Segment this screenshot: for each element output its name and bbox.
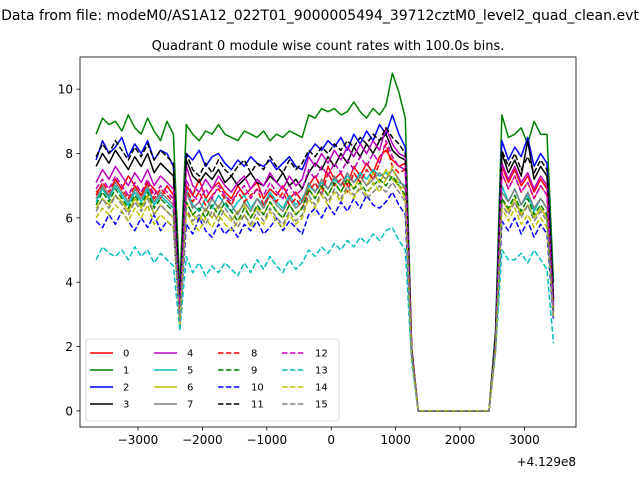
legend-label-15: 15 xyxy=(315,400,328,411)
legend-label-0: 0 xyxy=(123,349,129,360)
x-tick-label: 0 xyxy=(327,433,335,447)
x-offset-label: +4.129e8 xyxy=(517,455,576,469)
legend-label-12: 12 xyxy=(315,349,328,360)
y-tick-label: 4 xyxy=(65,276,73,290)
x-tick-label: 1000 xyxy=(380,433,411,447)
legend-label-8: 8 xyxy=(251,349,257,360)
x-axis: −3000 −2000 −1000 0 1000 2000 3000 xyxy=(118,427,540,447)
legend-label-10: 10 xyxy=(251,383,264,394)
y-tick-label: 2 xyxy=(65,340,73,354)
legend-label-4: 4 xyxy=(187,349,193,360)
x-tick-label: −3000 xyxy=(118,433,159,447)
figure-suptitle: Data from file: modeM0/AS1A12_022T01_900… xyxy=(1,8,639,24)
y-tick-label: 10 xyxy=(58,83,73,97)
y-tick-label: 8 xyxy=(65,147,73,161)
series-line-12 xyxy=(95,139,555,412)
legend-label-14: 14 xyxy=(315,383,328,394)
legend-label-3: 3 xyxy=(123,400,129,411)
series-line-14 xyxy=(95,165,555,412)
series-layer xyxy=(95,72,555,412)
legend-label-9: 9 xyxy=(251,366,257,377)
x-tick-label: 2000 xyxy=(445,433,476,447)
x-tick-label: −1000 xyxy=(247,433,288,447)
legend-label-11: 11 xyxy=(251,400,264,411)
legend-label-6: 6 xyxy=(187,383,193,394)
legend-label-5: 5 xyxy=(187,366,193,377)
legend-label-7: 7 xyxy=(187,400,193,411)
y-axis: 0 2 4 6 8 10 xyxy=(58,83,80,418)
y-tick-label: 6 xyxy=(65,211,73,225)
axes-frame xyxy=(79,56,577,428)
legend-label-13: 13 xyxy=(315,366,328,377)
y-tick-label: 0 xyxy=(65,404,73,418)
legend-label-1: 1 xyxy=(123,366,129,377)
legend-box xyxy=(85,338,340,422)
chart-title: Quadrant 0 module wise count rates with … xyxy=(152,39,505,54)
x-tick-label: 3000 xyxy=(509,433,540,447)
legend-label-2: 2 xyxy=(123,383,129,394)
plot-area xyxy=(79,56,577,428)
x-tick-label: −2000 xyxy=(182,433,223,447)
series-line-15 xyxy=(95,181,555,412)
